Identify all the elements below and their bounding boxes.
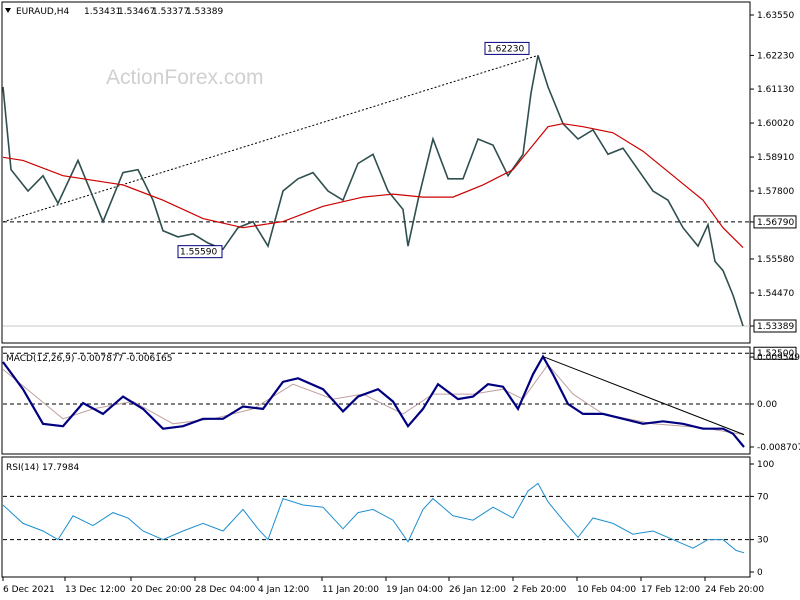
price-axis-label: 1.56790 bbox=[757, 218, 794, 228]
price-axis-label: 1.60020 bbox=[757, 119, 794, 129]
price-header-high: 1.53467 bbox=[118, 7, 155, 17]
price-series-line bbox=[2, 55, 744, 327]
macd-header: MACD(12,26,9) -0.007877 -0.006165 bbox=[6, 354, 172, 364]
time-axis-label: 20 Dec 20:00 bbox=[131, 585, 192, 595]
price-axis-label-box bbox=[753, 319, 797, 333]
macd-axis-label: -0.008707 bbox=[757, 443, 800, 453]
price-header-close: 1.53389 bbox=[186, 7, 223, 17]
time-axis-label: 2 Feb 20:00 bbox=[513, 585, 567, 595]
price-annotation-box bbox=[484, 41, 530, 55]
price-header-symbol: EURAUD,H4 bbox=[16, 7, 69, 17]
time-axis-label: 11 Jan 20:00 bbox=[322, 585, 379, 595]
price-header-open: 1.53431 bbox=[84, 7, 121, 17]
collapse-arrow-icon[interactable] bbox=[5, 8, 11, 13]
rsi-line bbox=[2, 482, 745, 554]
moving-average-line bbox=[2, 123, 744, 249]
rsi-axis-label: 0 bbox=[757, 568, 763, 578]
price-axis-label-box bbox=[753, 346, 797, 360]
time-axis-label: 13 Dec 12:00 bbox=[65, 585, 126, 595]
time-axis-label: 10 Feb 04:00 bbox=[577, 585, 636, 595]
time-axis-label: 6 Dec 2021 bbox=[3, 585, 55, 595]
time-axis-label: 26 Jan 12:00 bbox=[449, 585, 506, 595]
time-axis-label: 24 Feb 20:00 bbox=[705, 585, 764, 595]
price-axis-label: 1.52500 bbox=[757, 349, 794, 359]
rsi-panel bbox=[1, 456, 751, 578]
price-axis-label: 1.58910 bbox=[757, 153, 794, 163]
macd-line bbox=[2, 354, 745, 448]
rsi-header: RSI(14) 17.7984 bbox=[6, 463, 79, 473]
price-axis-label: 1.55580 bbox=[757, 255, 794, 265]
price-axis-label: 1.61130 bbox=[757, 85, 794, 95]
time-axis-label: 17 Feb 12:00 bbox=[641, 585, 700, 595]
price-annotation-label: 1.55590 bbox=[180, 248, 217, 258]
rsi-axis-label: 70 bbox=[757, 492, 769, 502]
price-axis-label: 1.63550 bbox=[757, 11, 794, 21]
macd-axis-label: 0.00 bbox=[757, 400, 777, 410]
time-axis-label: 4 Jan 12:00 bbox=[258, 585, 310, 595]
price-annotation-label: 1.62230 bbox=[487, 44, 524, 54]
price-axis-label: 1.57800 bbox=[757, 187, 794, 197]
price-axis-label: 1.62230 bbox=[757, 51, 794, 61]
time-axis-label: 19 Jan 04:00 bbox=[386, 585, 443, 595]
price-annotation-box bbox=[177, 245, 223, 259]
price-panel bbox=[1, 1, 751, 344]
price-axis-label: 1.53389 bbox=[757, 322, 794, 332]
watermark: ActionForex.com bbox=[106, 66, 264, 89]
rsi-axis-label: 100 bbox=[757, 460, 774, 470]
macd-trendline bbox=[542, 356, 745, 436]
rsi-axis-label: 30 bbox=[757, 536, 769, 546]
price-axis-label: 1.54470 bbox=[757, 289, 794, 299]
price-axis-label-box bbox=[753, 215, 797, 229]
macd-axis-label: 0.009549 bbox=[757, 353, 800, 363]
price-header-low: 1.53377 bbox=[152, 7, 189, 17]
time-axis-label: 28 Dec 04:00 bbox=[195, 585, 256, 595]
